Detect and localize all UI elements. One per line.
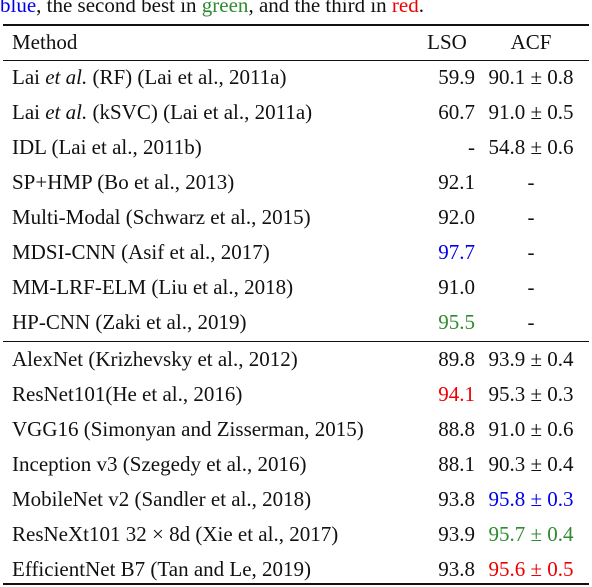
acf-value: - [527,275,535,299]
lso-value: 92.0 [438,205,475,229]
caption-third-color-word: red [391,0,419,17]
acf-value: 90.1 ± 0.8 [488,65,574,89]
header-rule [3,60,589,61]
table-row: MDSI-CNN (Asif et al., 2017) 97.7 - [3,235,589,270]
method-name: ResNeXt101 32 × 8d (Xie et al., 2017) [12,522,339,546]
header-lso: LSO [427,30,467,54]
table-caption-fragment: blue, the second best in green, and the … [0,0,592,20]
caption-text: , the second best in [36,0,202,17]
method-name: Lai et al. (RF) (Lai et al., 2011a) [12,65,287,89]
lso-value: 95.5 [438,310,475,334]
group-separator-rule [3,341,589,342]
table-top-rule [3,24,589,26]
method-name: VGG16 (Simonyan and Zisserman, 2015) [12,417,364,441]
header-method: Method [12,30,78,54]
caption-text: . [418,0,424,17]
acf-value: - [527,170,535,194]
acf-value: 95.7 ± 0.4 [488,522,574,546]
acf-value: 95.3 ± 0.3 [488,382,574,406]
method-name: ResNet101(He et al., 2016) [12,382,243,406]
acf-value: - [527,240,535,264]
method-name: MDSI-CNN (Asif et al., 2017) [12,240,270,264]
table-row: ResNeXt101 32 × 8d (Xie et al., 2017) 93.… [3,517,589,552]
table-row: EfficientNet B7 (Tan and Le, 2019) 93.8 95… [3,552,589,587]
acf-value: - [527,310,535,334]
acf-value: - [527,205,535,229]
table-row: Multi-Modal (Schwarz et al., 2015) 92.0 - [3,200,589,235]
lso-value: 91.0 [438,275,475,299]
table-row: MM-LRF-ELM (Liu et al., 2018) 91.0 - [3,270,589,305]
method-name: Lai et al. (kSVC) (Lai et al., 2011a) [12,100,313,124]
table-row: SP+HMP (Bo et al., 2013) 92.1 - [3,165,589,200]
table-row: HP-CNN (Zaki et al., 2019) 95.5 - [3,305,589,340]
acf-value: 93.9 ± 0.4 [488,347,574,371]
method-name: MobileNet v2 (Sandler et al., 2018) [12,487,312,511]
table-row: Inception v3 (Szegedy et al., 2016) 88.1 9… [3,447,589,482]
lso-value: - [468,135,475,159]
table-header-row: Method LSO ACF [3,25,589,60]
lso-value: 92.1 [438,170,475,194]
table-row: Lai et al. (kSVC) (Lai et al., 2011a) 60.… [3,95,589,130]
method-name: HP-CNN (Zaki et al., 2019) [12,310,247,334]
acf-value: 91.0 ± 0.5 [488,100,574,124]
header-acf: ACF [510,30,552,54]
method-name: SP+HMP (Bo et al., 2013) [12,170,235,194]
lso-value: 89.8 [438,347,475,371]
table-bottom-rule [3,583,589,585]
lso-value: 93.9 [438,522,475,546]
acf-value: 90.3 ± 0.4 [488,452,574,476]
table-row: MobileNet v2 (Sandler et al., 2018) 93.8 9… [3,482,589,517]
method-name: Inception v3 (Szegedy et al., 2016) [12,452,307,476]
acf-value: 95.6 ± 0.5 [488,557,574,581]
caption-best-color-word: blue [0,0,37,17]
lso-value: 59.9 [438,65,475,89]
caption-second-color-word: green [201,0,249,17]
lso-value: 93.8 [438,557,475,581]
lso-value: 60.7 [438,100,475,124]
table-row: ResNet101(He et al., 2016) 94.1 95.3 ± 0.3 [3,377,589,412]
method-name: AlexNet (Krizhevsky et al., 2012) [12,347,298,371]
lso-value: 88.1 [438,452,475,476]
method-name: IDL (Lai et al., 2011b) [12,135,202,159]
lso-value: 93.8 [438,487,475,511]
caption-text: , and the third in [248,0,392,17]
acf-value: 54.8 ± 0.6 [488,135,574,159]
table-row: IDL (Lai et al., 2011b) -54.8 ± 0.6 [3,130,589,165]
table-row: AlexNet (Krizhevsky et al., 2012) 89.8 93.… [3,342,589,377]
lso-value: 88.8 [438,417,475,441]
table-row: VGG16 (Simonyan and Zisserman, 2015) 88.8… [3,412,589,447]
lso-value: 97.7 [438,240,475,264]
table-row: Lai et al. (RF) (Lai et al., 2011a) 59.9 9… [3,60,589,95]
lso-value: 94.1 [438,382,475,406]
acf-value: 95.8 ± 0.3 [488,487,574,511]
method-name: Multi-Modal (Schwarz et al., 2015) [12,205,311,229]
method-name: MM-LRF-ELM (Liu et al., 2018) [12,275,294,299]
acf-value: 91.0 ± 0.6 [488,417,574,441]
method-name: EfficientNet B7 (Tan and Le, 2019) [12,557,312,581]
